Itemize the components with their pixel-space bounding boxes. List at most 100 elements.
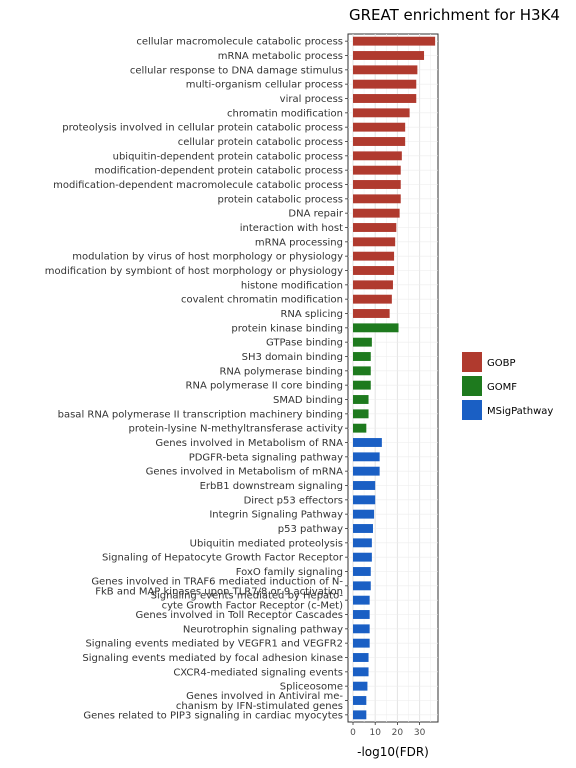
chart-title: GREAT enrichment for H3K4 [349, 6, 560, 24]
bar-gobp [353, 137, 406, 146]
category-label: Integrin Signaling Pathway [209, 510, 343, 521]
bar-msigpathway [353, 524, 373, 533]
bar-gobp [353, 294, 392, 304]
bar-gobp [353, 280, 393, 290]
bar-msigpathway [353, 438, 382, 447]
category-label: Signaling of Hepatocyte Growth Factor Re… [102, 553, 344, 564]
bar-msigpathway [353, 696, 367, 705]
legend-swatch [462, 376, 482, 396]
category-label: ubiquitin-dependent protein catabolic pr… [113, 151, 343, 162]
category-label: RNA splicing [280, 309, 343, 320]
legend: GOBP GOMF MSigPathway [462, 352, 553, 420]
category-label: covalent chromatin modification [181, 295, 343, 306]
bar-msigpathway [353, 452, 380, 462]
bar-gobp [353, 266, 395, 275]
bar-msigpathway [353, 610, 370, 619]
bar-msigpathway [353, 552, 372, 562]
category-label: cellular response to DNA damage stimulus [130, 65, 343, 76]
bar-gobp [353, 122, 406, 132]
category-label: RNA polymerase binding [219, 366, 343, 377]
bar-gobp [353, 108, 410, 118]
bar-gomf [353, 366, 371, 376]
bar-msigpathway [353, 481, 376, 490]
x-axis-label: -log10(FDR) [357, 745, 429, 759]
bar-gobp [353, 223, 397, 232]
category-label: modification by symbiont of host morphol… [45, 266, 343, 277]
category-label: Direct p53 effectors [244, 495, 343, 506]
category-label: cyte Growth Factor Receptor (c-Met) [162, 601, 344, 612]
bar-group [353, 36, 436, 720]
category-label: mRNA metabolic process [218, 51, 343, 62]
bar-gobp [353, 94, 417, 103]
bar-gobp [353, 165, 401, 175]
category-label: FkB and MAP kinases upon TLR7/8 or 9 act… [95, 586, 343, 597]
category-label: RNA polymerase II core binding [186, 381, 343, 392]
bar-gobp [353, 194, 401, 204]
plot-panel [347, 33, 439, 723]
bar-gomf [353, 423, 367, 433]
bar-gomf [353, 395, 369, 404]
bar-msigpathway [353, 638, 370, 648]
x-tick-label: 20 [392, 728, 404, 738]
category-label: SH3 domain binding [242, 352, 343, 363]
bar-gobp [353, 65, 418, 75]
x-tick-label: 30 [414, 728, 426, 738]
category-label: Genes involved in Metabolism of RNA [155, 438, 343, 449]
category-label: viral process [280, 94, 343, 105]
bar-msigpathway [353, 581, 371, 591]
bar-msigpathway [353, 538, 372, 548]
legend-label: GOBP [487, 358, 516, 369]
category-label: SMAD binding [273, 395, 343, 406]
category-label: DNA repair [288, 209, 343, 220]
category-label: histone modification [241, 280, 343, 291]
category-label: Signaling events mediated by Hepato- [151, 591, 344, 602]
category-label: protein-lysine N-methyltransferase activ… [129, 424, 344, 435]
category-label: cellular macromolecule catabolic process [136, 37, 343, 48]
category-label: modification-dependent macromolecule cat… [53, 180, 343, 191]
bar-msigpathway [353, 667, 369, 677]
bar-gobp [353, 180, 401, 189]
bar-gobp [353, 51, 425, 60]
bar-msigpathway [353, 653, 369, 662]
category-label: protein catabolic process [217, 194, 343, 205]
category-label: Genes related to PIP3 signaling in cardi… [83, 710, 343, 721]
category-label: multi-organism cellular process [186, 80, 343, 91]
category-label: modification-dependent protein catabolic… [95, 166, 343, 177]
bar-gomf [353, 409, 369, 419]
category-label: Neurotrophin signaling pathway [183, 624, 343, 635]
legend-swatch [462, 352, 482, 372]
bar-gobp [353, 208, 400, 218]
category-label: modulation by virus of host morphology o… [72, 252, 343, 263]
category-label: Spliceosome [280, 682, 343, 693]
category-label: chanism by IFN-stimulated genes [176, 701, 343, 712]
category-label: interaction with host [240, 223, 343, 234]
bar-gomf [353, 380, 371, 390]
bar-msigpathway [353, 509, 375, 519]
bar-msigpathway [353, 595, 370, 605]
bar-msigpathway [353, 567, 371, 576]
bar-msigpathway [353, 624, 370, 634]
category-label: Ubiquitin mediated proteolysis [190, 538, 343, 549]
bar-gobp [353, 251, 395, 261]
x-axis-ticks: 0 10 20 30 [350, 722, 426, 738]
bar-msigpathway [353, 466, 380, 476]
category-label: protein kinase binding [231, 323, 343, 334]
bar-gobp [353, 309, 390, 318]
category-label: mRNA processing [255, 237, 343, 248]
category-label: Signaling events mediated by focal adhes… [82, 653, 343, 664]
bar-msigpathway [353, 710, 367, 720]
x-tick-label: 0 [350, 728, 356, 738]
x-tick-label: 10 [369, 728, 381, 738]
category-label: basal RNA polymerase II transcription ma… [58, 409, 343, 420]
bar-msigpathway [353, 681, 368, 691]
category-label: cellular protein catabolic process [178, 137, 343, 148]
bar-gobp [353, 79, 417, 89]
category-label: Signaling events mediated by VEGFR1 and … [85, 639, 343, 650]
bar-gomf [353, 352, 371, 361]
category-label: CXCR4-mediated signaling events [173, 667, 343, 678]
legend-swatch [462, 400, 482, 420]
category-label: GTPase binding [266, 338, 343, 349]
category-label: Genes involved in Metabolism of mRNA [146, 467, 344, 478]
bar-gobp [353, 237, 396, 247]
